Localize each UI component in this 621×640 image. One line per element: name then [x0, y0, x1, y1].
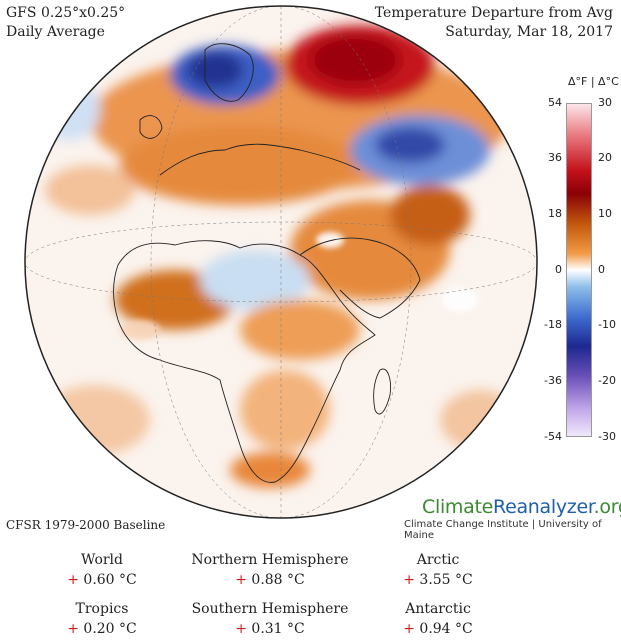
stat-value: 0.20 °C: [83, 621, 137, 637]
averaging-period: Daily Average: [6, 24, 105, 40]
stat-sign: +: [67, 572, 79, 588]
stat-label: Tropics: [75, 601, 129, 617]
logo-part-climate: Climate: [422, 496, 494, 518]
colorbar-tick-f: 18: [548, 207, 562, 220]
stat-value: 0.94 °C: [419, 621, 473, 637]
stat-sign: +: [403, 621, 415, 637]
map-date: Saturday, Mar 18, 2017: [445, 24, 613, 40]
stat-label: Northern Hemisphere: [191, 552, 349, 568]
stat-sign: +: [235, 621, 247, 637]
institute-credit: Climate Change Institute | University of…: [404, 519, 602, 541]
colorbar-tick-f: -18: [544, 318, 562, 331]
stat-antarctic: Antarctic + 0.94 °C: [338, 599, 538, 639]
stat-label: Arctic: [416, 552, 460, 568]
stat-label: Southern Hemisphere: [191, 601, 349, 617]
colorbar-tick-f: -54: [544, 430, 562, 443]
logo-part-reanalyzer: Reanalyzer: [493, 496, 594, 518]
colorbar-tick-f: 0: [555, 263, 562, 276]
stat-value: 3.55 °C: [419, 572, 473, 588]
colorbar-tick-f: 54: [548, 96, 562, 109]
colorbar-tick-c: 10: [598, 207, 612, 220]
colorbar-tick-c: 20: [598, 151, 612, 164]
stat-world: World + 0.60 °C: [2, 550, 202, 590]
colorbar-tick-c: 0: [598, 263, 605, 276]
stat-southern-hemisphere: Southern Hemisphere + 0.31 °C: [170, 599, 370, 639]
colorbar-tick-c: -20: [598, 374, 616, 387]
stat-northern-hemisphere: Northern Hemisphere + 0.88 °C: [170, 550, 370, 590]
map-title: Temperature Departure from Avg: [374, 5, 613, 21]
colorbar-tick-c: -30: [598, 430, 616, 443]
colorbar-tick-c: -10: [598, 318, 616, 331]
map-header: Temperature Departure from Avg Saturday,…: [375, 4, 613, 42]
stat-value: 0.88 °C: [251, 572, 305, 588]
baseline-note: CFSR 1979-2000 Baseline: [6, 518, 166, 532]
colorbar-tick-f: -36: [544, 374, 562, 387]
stat-label: Antarctic: [405, 601, 471, 617]
model-name: GFS 0.25°x0.25°: [6, 5, 126, 21]
stat-value: 0.31 °C: [251, 621, 305, 637]
stat-value: 0.60 °C: [83, 572, 137, 588]
colorbar-tick-f: 36: [548, 151, 562, 164]
stat-label: World: [81, 552, 123, 568]
stat-sign: +: [403, 572, 415, 588]
stat-arctic: Arctic + 3.55 °C: [338, 550, 538, 590]
stat-sign: +: [235, 572, 247, 588]
stat-sign: +: [67, 621, 79, 637]
colorbar-tick-c: 30: [598, 96, 612, 109]
climate-reanalyzer-logo[interactable]: ClimateReanalyzer.org: [422, 496, 621, 518]
stat-tropics: Tropics + 0.20 °C: [2, 599, 202, 639]
colorbar-title: Δ°F | Δ°C: [568, 75, 619, 88]
model-info: GFS 0.25°x0.25° Daily Average: [6, 4, 125, 42]
logo-part-org: .org: [593, 496, 621, 518]
colorbar: [566, 103, 592, 437]
